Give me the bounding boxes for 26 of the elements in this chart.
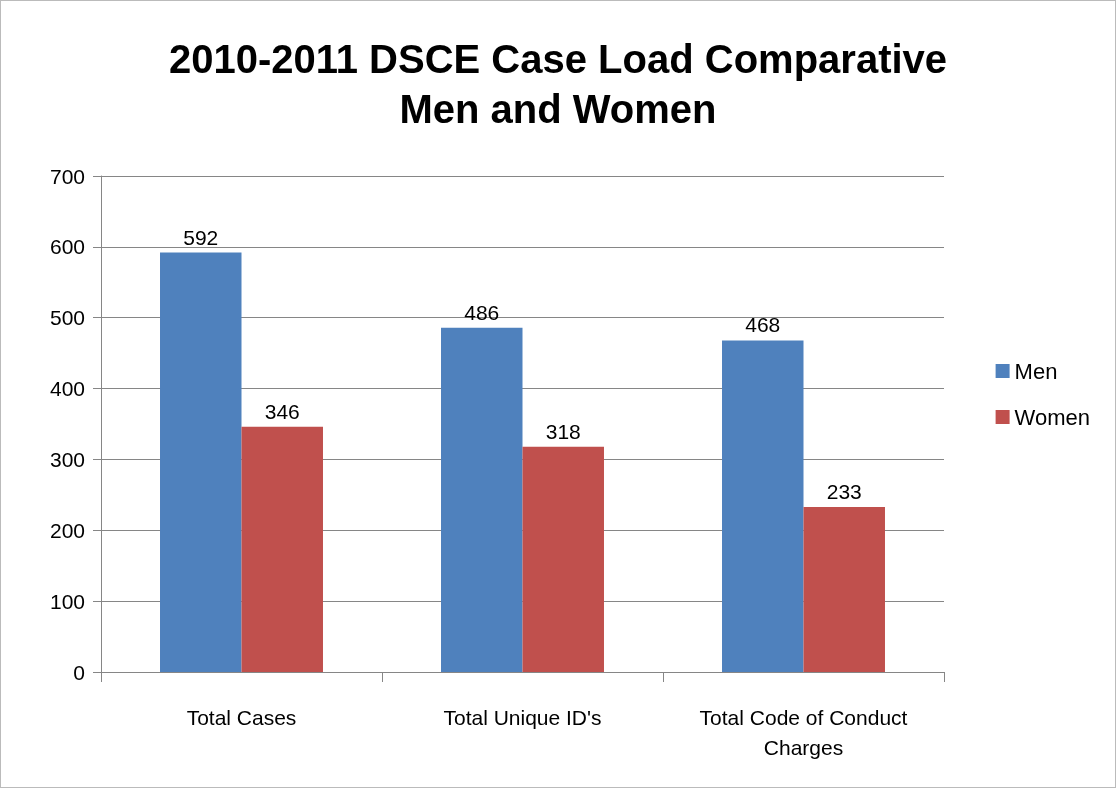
y-tick-label: 100 (49, 589, 85, 613)
y-tick-label: 500 (49, 306, 85, 330)
x-tick-label: Total Code of Conduct Charges (699, 705, 908, 759)
x-tick-label: Total Unique ID's (443, 705, 602, 729)
data-label: 233 (826, 479, 862, 503)
data-label: 592 (183, 225, 219, 249)
legend-label: Men (1014, 358, 1058, 384)
legend-label: Women (1014, 404, 1091, 430)
chart-title: 2010-2011 DSCE Case Load Comparative Men and Women (168, 37, 948, 131)
bar (722, 340, 804, 672)
data-label: 346 (264, 399, 300, 423)
bar (241, 426, 323, 672)
bar (160, 252, 242, 672)
data-label: 468 (745, 313, 781, 337)
y-tick-label: 400 (49, 377, 85, 401)
y-tick-label: 0 (73, 660, 85, 684)
bar (441, 327, 523, 672)
y-tick-label: 600 (49, 235, 85, 259)
y-tick-label: 700 (49, 164, 85, 188)
y-tick-label: 200 (49, 518, 85, 542)
x-tick-label: Total Cases (186, 705, 297, 729)
y-tick-label: 300 (49, 447, 85, 471)
bar (522, 446, 604, 672)
bar (803, 506, 885, 672)
data-label: 486 (464, 300, 500, 324)
data-label: 318 (545, 419, 581, 443)
